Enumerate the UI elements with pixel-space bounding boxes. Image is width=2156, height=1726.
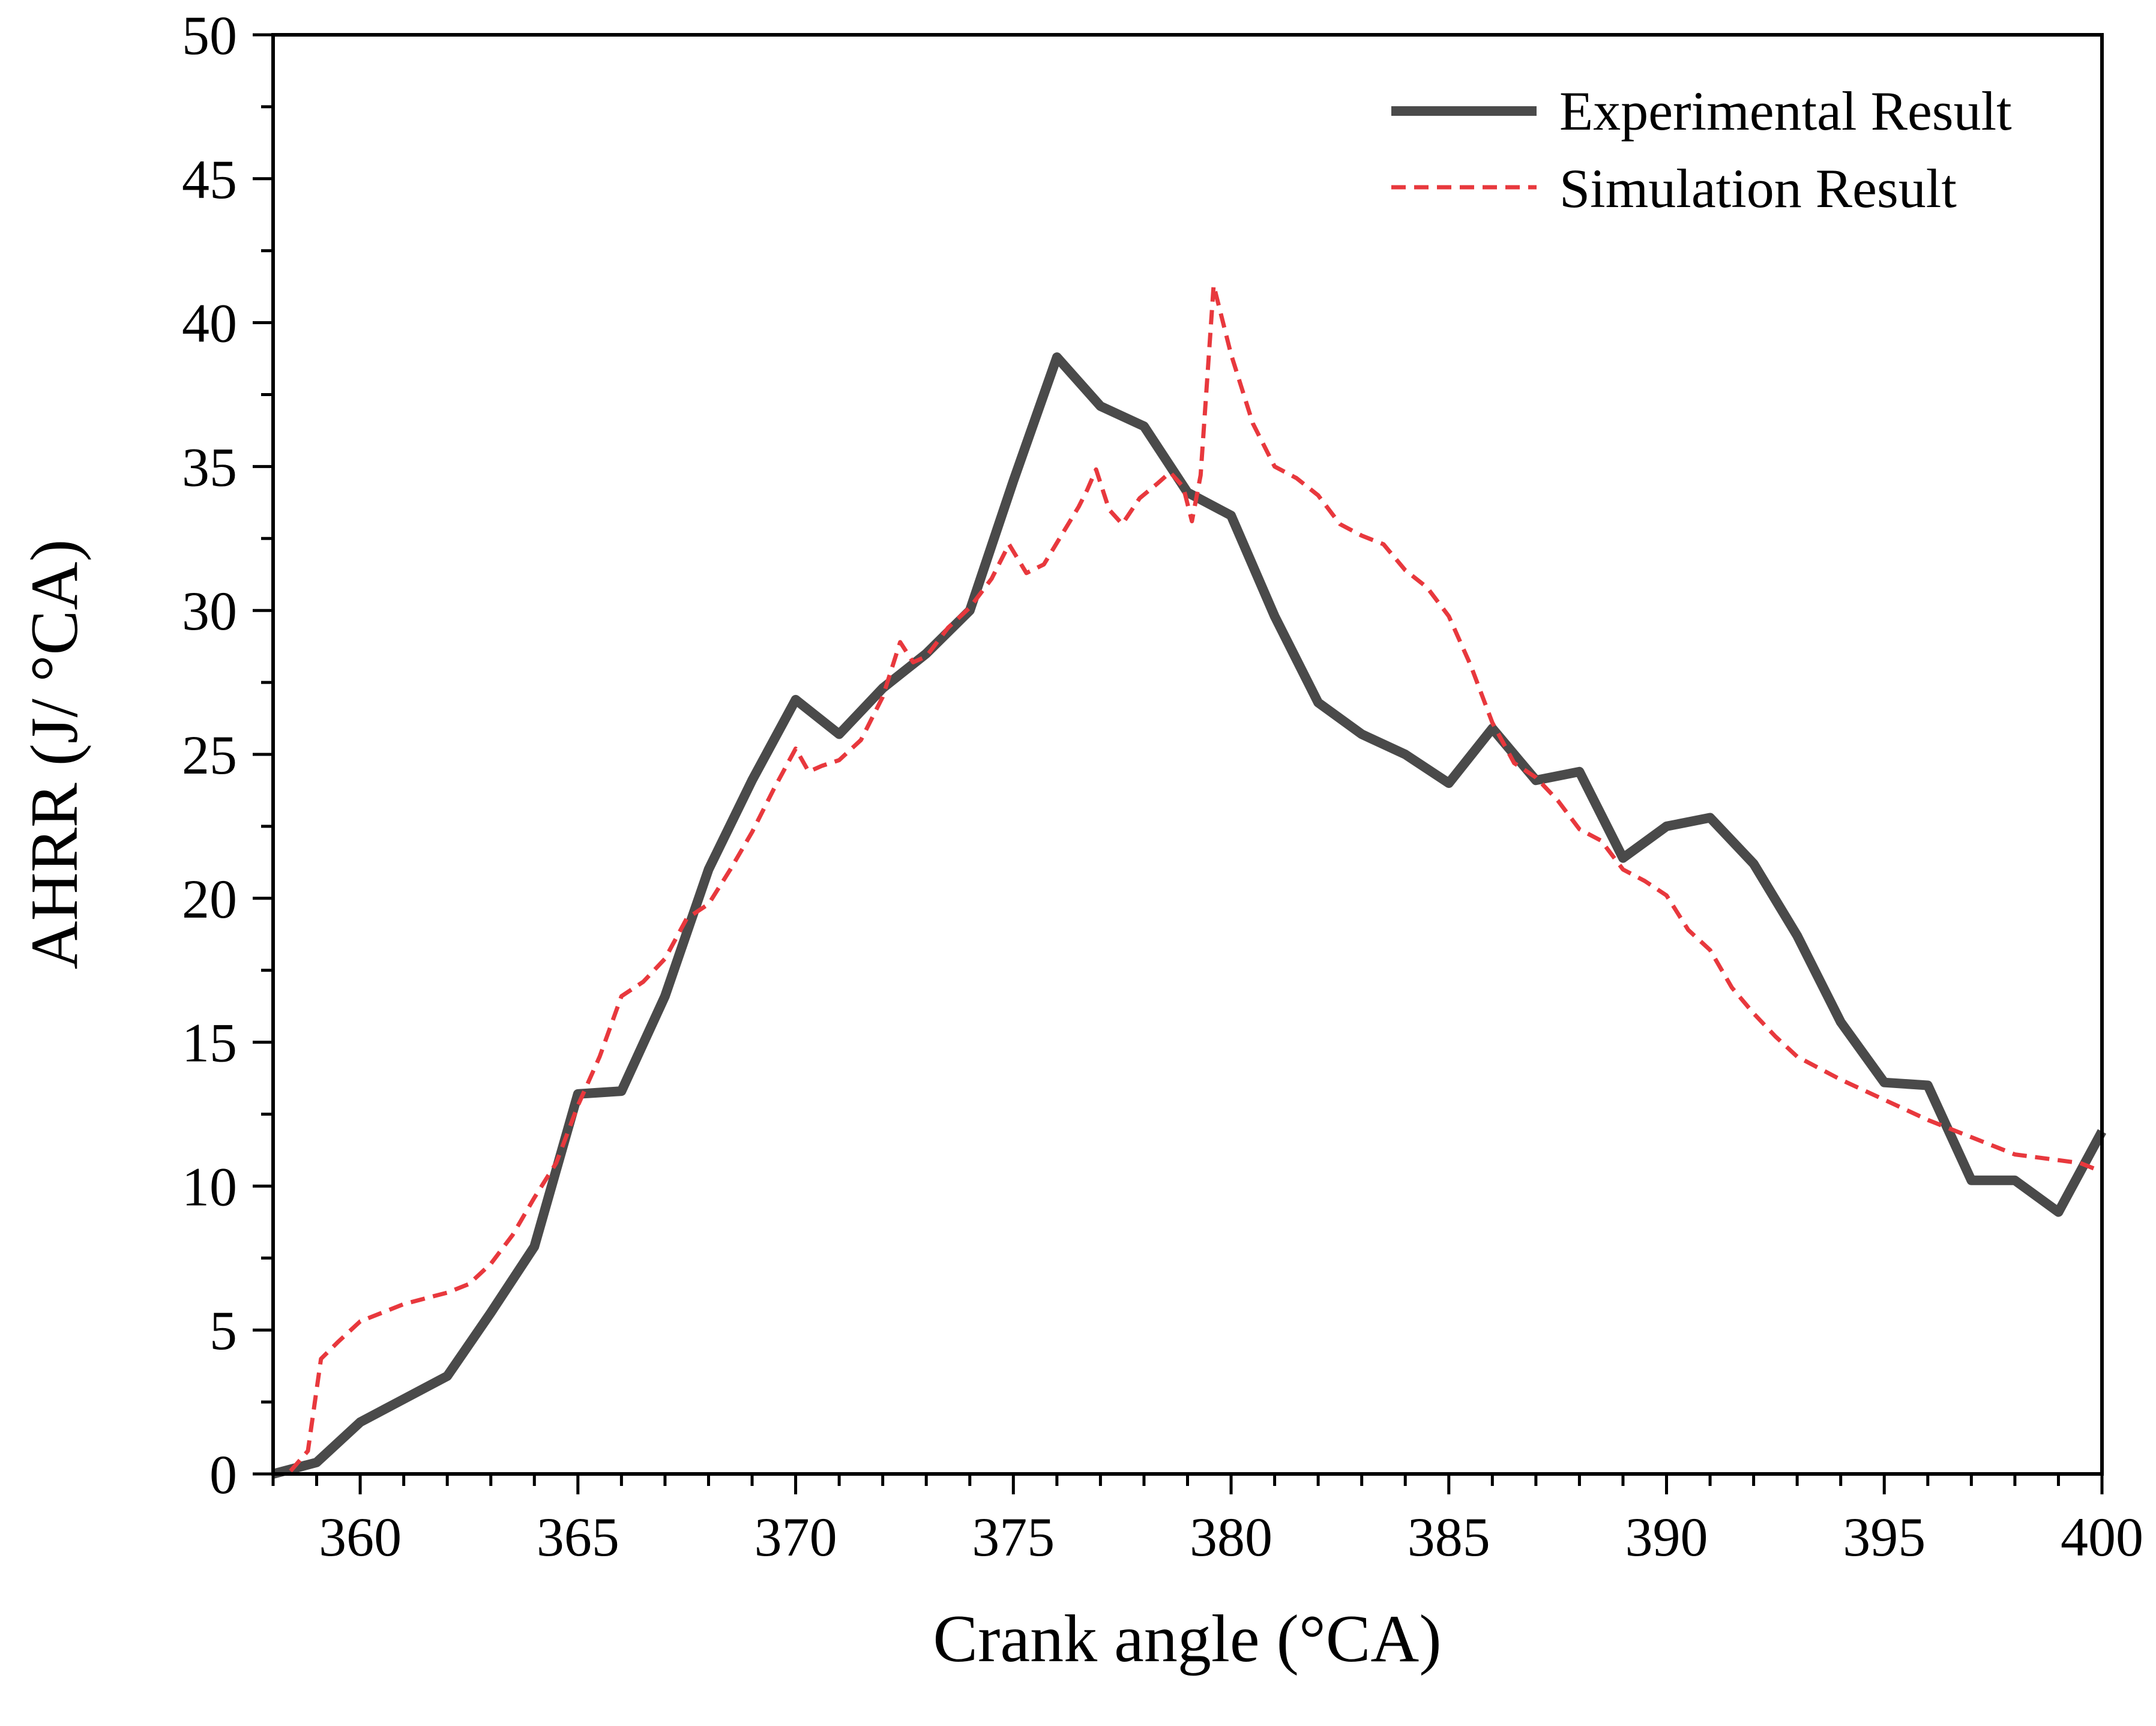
x-tick-label-395: 395	[1843, 1506, 1926, 1568]
x-axis-ticks: 360 365 370 375 380 385 390 395 400	[271, 1474, 2143, 1568]
x-tick-label-400: 400	[2061, 1506, 2143, 1568]
y-tick-label-25: 25	[182, 724, 237, 786]
x-tick-label-385: 385	[1408, 1506, 1490, 1568]
x-tick-label-375: 375	[972, 1506, 1055, 1568]
x-axis-title: Crank angle (°CA)	[933, 1602, 1441, 1676]
y-tick-label-45: 45	[182, 149, 237, 210]
y-tick-label-35: 35	[182, 436, 237, 498]
series-line-experimental	[271, 352, 2107, 1479]
series-line-simulation	[289, 283, 2103, 1473]
legend-label-experimental: Experimental Result	[1559, 80, 2012, 142]
x-tick-label-365: 365	[537, 1506, 619, 1568]
y-tick-label-0: 0	[209, 1444, 237, 1505]
y-tick-label-5: 5	[209, 1300, 237, 1361]
legend-label-simulation: Simulation Result	[1559, 158, 1957, 219]
legend: Experimental Result Simulation Result	[1391, 80, 2012, 219]
x-tick-label-390: 390	[1625, 1506, 1708, 1568]
y-axis-ticks: 0 5 10 15 20 25 30 35 40 45 50	[182, 5, 273, 1505]
y-axis-title: AHRR (J/ °CA)	[17, 540, 92, 970]
y-tick-label-30: 30	[182, 580, 237, 642]
y-tick-label-40: 40	[182, 293, 237, 354]
plot-frame	[271, 33, 2104, 1476]
y-tick-label-15: 15	[182, 1012, 237, 1074]
y-tick-label-50: 50	[182, 5, 237, 66]
x-tick-label-380: 380	[1190, 1506, 1272, 1568]
x-tick-label-360: 360	[319, 1506, 402, 1568]
y-tick-label-20: 20	[182, 868, 237, 930]
y-tick-label-10: 10	[182, 1156, 237, 1217]
series-layer	[271, 283, 2107, 1479]
x-tick-label-370: 370	[754, 1506, 837, 1568]
